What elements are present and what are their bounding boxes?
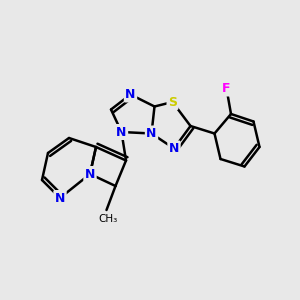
Text: N: N: [125, 88, 136, 101]
Text: N: N: [146, 127, 157, 140]
Text: F: F: [222, 82, 231, 95]
Text: N: N: [55, 191, 65, 205]
Text: N: N: [85, 167, 95, 181]
Text: N: N: [116, 125, 127, 139]
Text: CH₃: CH₃: [98, 214, 118, 224]
Text: S: S: [168, 95, 177, 109]
Text: N: N: [169, 142, 179, 155]
